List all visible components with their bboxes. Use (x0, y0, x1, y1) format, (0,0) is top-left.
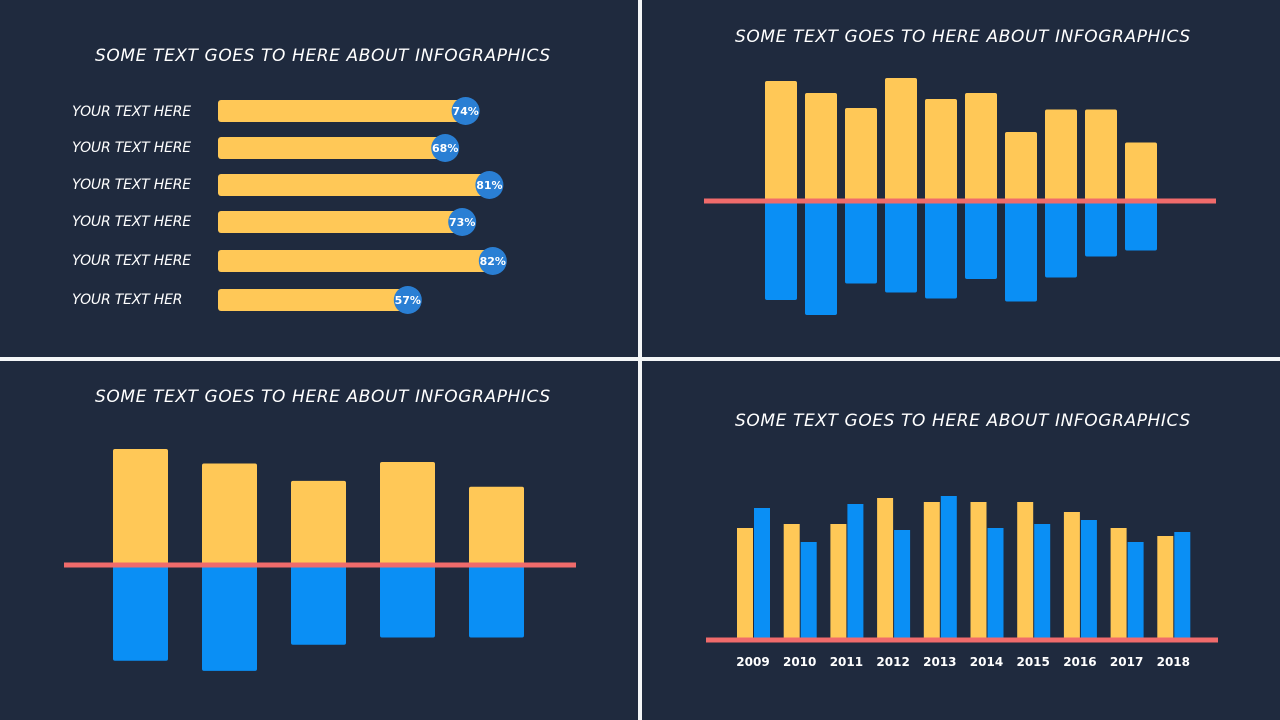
bar-positive (1085, 109, 1117, 201)
value-badge (448, 208, 477, 236)
bar-blue (1034, 524, 1051, 640)
year-label: 2012 (876, 655, 909, 669)
bar-positive (380, 462, 435, 565)
bar-yellow (1110, 528, 1127, 640)
bar-positive (1125, 142, 1157, 201)
bar-negative (202, 565, 257, 671)
bar-negative (1045, 201, 1077, 278)
bar (218, 250, 497, 272)
bar-positive (469, 486, 524, 565)
bar-blue (1080, 520, 1097, 640)
bar-negative (1005, 201, 1037, 302)
bar-positive (765, 81, 797, 201)
bar-blue (847, 504, 864, 640)
chart-title: SOME TEXT GOES TO HERE ABOUT INFOGRAPHIC… (95, 46, 551, 66)
chart-title: SOME TEXT GOES TO HERE ABOUT INFOGRAPHIC… (735, 27, 1191, 47)
year-label: 2013 (923, 655, 956, 669)
bar-blue (940, 496, 957, 640)
bar-label: YOUR TEXT HERE (72, 177, 191, 193)
panel-horizontal-bars: SOME TEXT GOES TO HERE ABOUT INFOGRAPHIC… (0, 0, 638, 357)
bar-positive (291, 480, 346, 565)
year-label: 2010 (783, 655, 816, 669)
bar (218, 289, 412, 311)
chart-title: SOME TEXT GOES TO HERE ABOUT INFOGRAPHIC… (735, 411, 1191, 431)
diverging-bar-chart (64, 449, 576, 671)
bar-positive (1045, 109, 1077, 201)
bar-yellow (923, 502, 940, 640)
bar-label: YOUR TEXT HER (72, 292, 183, 308)
bar-yellow (783, 524, 800, 640)
bar-negative (1125, 201, 1157, 251)
bar-positive (925, 99, 957, 201)
horizontal-bar-chart: 74% 68% 81% 73% 82% 57% (218, 97, 507, 314)
value-badge (431, 134, 460, 162)
bar (218, 137, 450, 159)
bar (218, 100, 470, 122)
bar-negative (469, 565, 524, 638)
bar-positive (845, 108, 877, 201)
bar-blue (800, 542, 817, 640)
bar-positive (885, 78, 917, 201)
bar-label: YOUR TEXT HERE (72, 140, 191, 156)
bar-negative (113, 565, 168, 661)
bar-positive (965, 93, 997, 201)
bar-yellow (1017, 502, 1034, 640)
bar-positive (202, 463, 257, 565)
baseline (64, 562, 576, 568)
bar-negative (805, 201, 837, 315)
year-label: 2015 (1016, 655, 1049, 669)
bar-negative (291, 565, 346, 645)
year-label: 2009 (736, 655, 769, 669)
bar-blue (1127, 542, 1144, 640)
bar-yellow (1157, 536, 1174, 640)
bar-negative (845, 201, 877, 284)
bar-positive (113, 449, 168, 565)
bar-negative (925, 201, 957, 299)
bar-yellow (877, 498, 894, 640)
value-label: 82% (480, 255, 506, 268)
bar-yellow (970, 502, 987, 640)
value-label: 81% (476, 179, 502, 192)
panel-grouped-bars: SOME TEXT GOES TO HERE ABOUT INFOGRAPHIC… (642, 361, 1280, 720)
baseline (704, 198, 1216, 204)
bar-blue (894, 530, 911, 640)
value-label: 73% (449, 216, 475, 229)
bar-label: YOUR TEXT HERE (72, 214, 191, 230)
bar-label: YOUR TEXT HERE (72, 253, 191, 269)
bar-positive (805, 93, 837, 201)
panel-diverging-bars-5: SOME TEXT GOES TO HERE ABOUT INFOGRAPHIC… (0, 361, 638, 720)
bar-yellow (737, 528, 753, 640)
bar-blue (1174, 532, 1191, 640)
bar-label: YOUR TEXT HERE (72, 104, 191, 120)
bar (218, 174, 494, 196)
value-badge (451, 97, 480, 125)
bar-yellow (830, 524, 847, 640)
bar (218, 211, 467, 233)
bar-negative (380, 565, 435, 638)
value-badge (475, 171, 504, 199)
bar-negative (765, 201, 797, 300)
baseline (706, 637, 1218, 643)
value-label: 68% (432, 142, 458, 155)
bar-negative (885, 201, 917, 293)
bar-blue (987, 528, 1004, 640)
chart-title: SOME TEXT GOES TO HERE ABOUT INFOGRAPHIC… (95, 387, 551, 407)
value-label: 74% (452, 105, 478, 118)
year-label: 2017 (1110, 655, 1143, 669)
year-label: 2018 (1157, 655, 1190, 669)
year-label: 2011 (830, 655, 863, 669)
panel-diverging-bars-10: SOME TEXT GOES TO HERE ABOUT INFOGRAPHIC… (642, 0, 1280, 357)
year-label: 2014 (970, 655, 1003, 669)
bar-negative (1085, 201, 1117, 257)
grouped-bar-chart: 2009 2010 2011 2012 2013 2014 2015 2016 2017 2018 (706, 496, 1218, 669)
value-badge (478, 247, 507, 275)
bar-blue (754, 508, 770, 640)
value-badge (393, 286, 422, 314)
year-label: 2016 (1063, 655, 1096, 669)
bar-negative (965, 201, 997, 279)
bar-positive (1005, 132, 1037, 201)
bar-yellow (1063, 512, 1080, 640)
value-label: 57% (395, 294, 421, 307)
diverging-bar-chart (704, 78, 1216, 315)
